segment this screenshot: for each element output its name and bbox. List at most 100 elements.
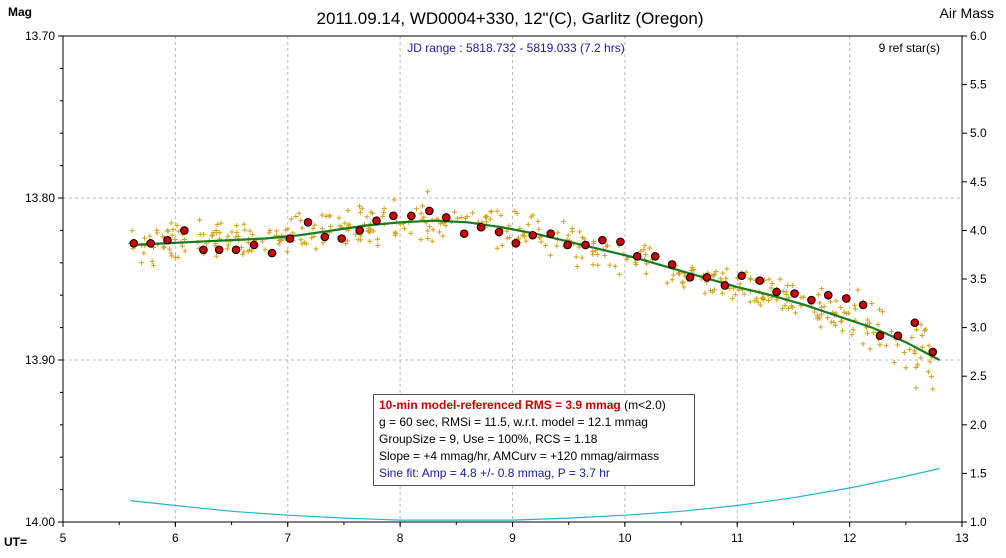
binned-point [214, 245, 224, 255]
raw-point [784, 283, 790, 289]
raw-point [901, 350, 907, 356]
raw-point [554, 243, 560, 249]
raw-point [689, 264, 695, 270]
raw-point [723, 275, 729, 281]
raw-point [876, 306, 882, 312]
raw-point [783, 289, 789, 295]
raw-point [595, 262, 601, 268]
raw-point [849, 332, 855, 338]
y-tick-label: 14.00 [25, 515, 55, 529]
raw-point [210, 232, 216, 238]
raw-point [913, 365, 919, 371]
raw-point [242, 227, 248, 233]
raw-point [357, 210, 363, 216]
raw-point [602, 252, 608, 258]
raw-point [425, 189, 431, 195]
y2-tick-label: 3.5 [970, 272, 987, 286]
raw-point [168, 220, 174, 226]
x-tick-label: 5 [60, 531, 67, 545]
raw-point [565, 232, 571, 238]
raw-point [869, 300, 875, 306]
raw-point [470, 210, 476, 216]
raw-point [643, 252, 649, 258]
raw-point [569, 229, 575, 235]
raw-point [364, 214, 370, 220]
raw-point [547, 252, 553, 258]
raw-point [320, 240, 326, 246]
raw-point [641, 246, 647, 252]
raw-point [142, 235, 148, 241]
raw-point [213, 227, 219, 233]
raw-point [676, 271, 682, 277]
y2-axis-label: Air Mass [940, 5, 994, 21]
raw-point [774, 297, 780, 303]
raw-point [342, 220, 348, 226]
legend-line-rms: 10-min model-referenced RMS = 3.9 mmag (… [379, 397, 689, 414]
raw-point [359, 206, 365, 212]
raw-point [290, 230, 296, 236]
raw-point [523, 238, 529, 244]
raw-point [747, 299, 753, 305]
raw-point [429, 238, 435, 244]
raw-point [247, 228, 253, 234]
y2-tick-label: 3.0 [970, 321, 987, 335]
binned-point [320, 232, 330, 242]
raw-point [225, 233, 231, 239]
raw-point [262, 247, 268, 253]
raw-point [233, 234, 239, 240]
legend-rms-note: (m<2.0) [620, 398, 666, 412]
y2-ticks: 6.0 5.5 5.0 4.5 4.0 3.5 3.0 2.5 2.0 1.5 1.0 [962, 29, 987, 529]
binned-point [407, 211, 416, 221]
raw-point [925, 369, 931, 375]
raw-point [865, 330, 871, 336]
raw-point [912, 351, 918, 357]
raw-point [909, 335, 915, 341]
binned-point [563, 240, 572, 250]
binned-point [772, 287, 781, 297]
raw-point [603, 243, 609, 249]
raw-point [147, 233, 153, 239]
raw-point [274, 228, 280, 234]
raw-point [850, 327, 856, 333]
raw-point [277, 238, 283, 244]
raw-point [288, 216, 294, 222]
raw-point [780, 288, 786, 294]
raw-point [574, 263, 580, 269]
binned-point [581, 240, 590, 250]
raw-point [644, 261, 650, 267]
raw-point [234, 230, 240, 236]
raw-point [825, 315, 831, 321]
raw-point [391, 197, 397, 203]
raw-point [766, 276, 772, 282]
raw-point [164, 228, 170, 234]
raw-point [702, 290, 708, 296]
raw-point [926, 343, 932, 349]
raw-point [927, 359, 933, 365]
binned-point [425, 206, 434, 216]
stats-legend-box: 10-min model-referenced RMS = 3.9 mmag (… [373, 394, 695, 486]
raw-point [182, 248, 188, 254]
raw-point [161, 244, 167, 250]
raw-point [817, 315, 823, 321]
raw-point [241, 221, 247, 227]
raw-point [590, 262, 596, 268]
raw-point [458, 214, 464, 220]
binned-point [910, 318, 920, 328]
raw-point [328, 223, 334, 229]
binned-point [893, 331, 903, 341]
binned-point [337, 234, 346, 243]
y2-tick-label: 2.0 [970, 418, 987, 432]
x-axis-label: UT= [4, 535, 27, 549]
binned-point [632, 252, 642, 261]
raw-point [210, 230, 216, 236]
raw-point [212, 243, 218, 249]
y2-tick-label: 1.0 [970, 515, 987, 529]
raw-point [336, 215, 342, 221]
x-tick-label: 13 [955, 531, 969, 545]
x-tick-label: 6 [172, 531, 179, 545]
raw-point [169, 232, 175, 238]
raw-point [724, 266, 730, 272]
binned-point [928, 347, 938, 357]
raw-point [418, 237, 424, 243]
